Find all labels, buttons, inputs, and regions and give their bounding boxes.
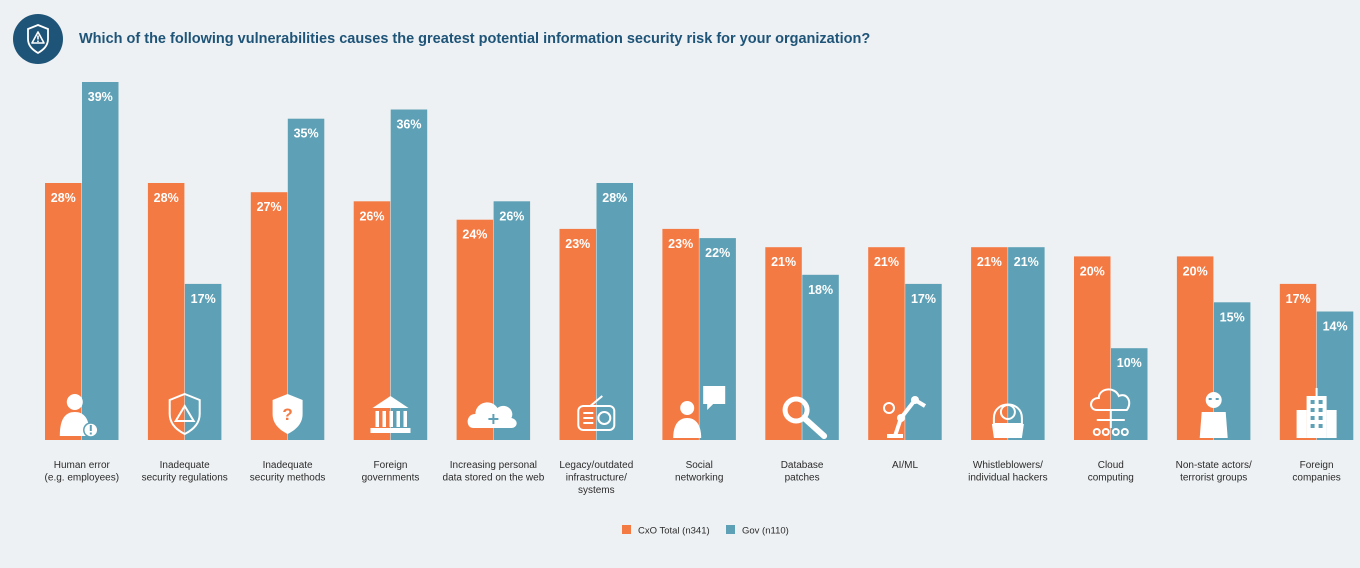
value-label-gov-9: 21% xyxy=(1014,255,1039,269)
bar-cxo-3 xyxy=(353,201,391,440)
bar-gov-5 xyxy=(596,183,633,440)
value-label-cxo-2: 27% xyxy=(257,200,282,214)
bar-cxo-8 xyxy=(868,247,905,440)
category-label-7: Database patches xyxy=(781,460,824,484)
category-label-8: AI/ML xyxy=(892,460,919,471)
value-label-gov-12: 14% xyxy=(1323,320,1348,334)
value-label-gov-11: 15% xyxy=(1220,310,1245,324)
category-label-11: Non-state actors/terrorist groups xyxy=(1176,460,1252,484)
bar-gov-3 xyxy=(390,109,428,440)
category-label-2: Inadequate security methods xyxy=(250,460,326,484)
value-label-cxo-11: 20% xyxy=(1183,264,1208,278)
value-label-gov-0: 39% xyxy=(88,90,113,104)
bar-gov-6 xyxy=(699,238,736,440)
value-label-gov-10: 10% xyxy=(1117,356,1142,370)
legend-label-cxo: CxO Total (n341) xyxy=(638,526,710,537)
shield-warning-icon xyxy=(168,392,201,436)
person-alert-icon xyxy=(59,394,99,438)
legend-label-gov: Gov (n110) xyxy=(742,526,789,537)
svg-text:?: ? xyxy=(282,405,292,424)
value-label-cxo-7: 21% xyxy=(771,255,796,269)
category-label-9: Whistleblowers/individual hackers xyxy=(968,460,1048,484)
value-label-gov-1: 17% xyxy=(191,292,216,306)
bar-gov-4 xyxy=(493,201,531,440)
category-label-12: Foreign companies xyxy=(1292,460,1340,484)
category-label-3: Foreign governments xyxy=(362,460,420,484)
category-label-5: Legacy/outdated infrastructure/systems xyxy=(559,460,633,496)
robot-arm-icon xyxy=(883,396,927,438)
legend-swatch-gov xyxy=(726,525,735,534)
page-title: Which of the following vulnerabilities c… xyxy=(79,31,871,47)
shield-warning-icon xyxy=(27,24,49,55)
icons-group: ? xyxy=(59,386,1337,439)
bar-gov-0 xyxy=(82,82,119,440)
category-label-10: Cloud computing xyxy=(1088,460,1134,484)
value-label-cxo-8: 21% xyxy=(874,255,899,269)
government-building-icon xyxy=(370,396,411,433)
value-label-cxo-10: 20% xyxy=(1080,264,1105,278)
bar-cxo-1 xyxy=(147,183,185,440)
shield-question-icon: ? xyxy=(272,394,303,434)
value-label-cxo-9: 21% xyxy=(977,255,1002,269)
bar-cxo-5 xyxy=(559,228,596,440)
cloud-plus-icon xyxy=(467,402,517,428)
office-building-icon xyxy=(1296,388,1337,438)
search-wrench-icon xyxy=(782,396,828,439)
value-label-gov-3: 36% xyxy=(396,118,421,132)
category-labels-group: Human error (e.g. employees) Inadequate sec… xyxy=(45,460,1341,496)
value-label-gov-5: 28% xyxy=(602,191,627,205)
bar-gov-8 xyxy=(905,283,942,440)
value-label-cxo-1: 28% xyxy=(154,191,179,205)
person-chat-icon xyxy=(673,386,726,438)
hacker-icon xyxy=(991,403,1024,438)
value-label-cxo-12: 17% xyxy=(1286,292,1311,306)
category-label-6: Social networking xyxy=(675,460,723,484)
category-label-1: Inadequate security regulations xyxy=(142,460,228,484)
value-label-gov-6: 22% xyxy=(705,246,730,260)
value-label-gov-4: 26% xyxy=(499,209,524,223)
value-label-gov-8: 17% xyxy=(911,292,936,306)
legend: CxO Total (n341) Gov (n110) xyxy=(622,525,789,537)
header-shield-badge xyxy=(13,14,63,64)
bars-group: 28% 39% 28% 17% 27% 35% 26% 36% 24% 26% 23% 28% 23% 2… xyxy=(45,82,1354,440)
value-label-gov-2: 35% xyxy=(294,127,319,141)
cloud-network-icon xyxy=(1090,388,1131,436)
radio-icon xyxy=(577,395,616,431)
value-label-cxo-0: 28% xyxy=(51,191,76,205)
value-label-cxo-6: 23% xyxy=(668,237,693,251)
bar-cxo-11 xyxy=(1176,256,1214,440)
value-label-cxo-5: 23% xyxy=(565,237,590,251)
value-label-cxo-3: 26% xyxy=(359,209,384,223)
value-label-cxo-4: 24% xyxy=(462,228,487,242)
bar-gov-1 xyxy=(184,283,222,440)
masked-person-icon xyxy=(1199,392,1228,438)
bar-cxo-10 xyxy=(1074,256,1111,440)
category-label-4: Increasing personal data stored on the we… xyxy=(443,460,545,484)
bar-gov-2 xyxy=(287,118,325,440)
legend-swatch-cxo xyxy=(622,525,631,534)
bar-gov-9 xyxy=(1008,247,1045,440)
category-label-0: Human error (e.g. employees) xyxy=(45,460,119,484)
bar-cxo-9 xyxy=(971,247,1008,440)
value-label-gov-7: 18% xyxy=(808,283,833,297)
